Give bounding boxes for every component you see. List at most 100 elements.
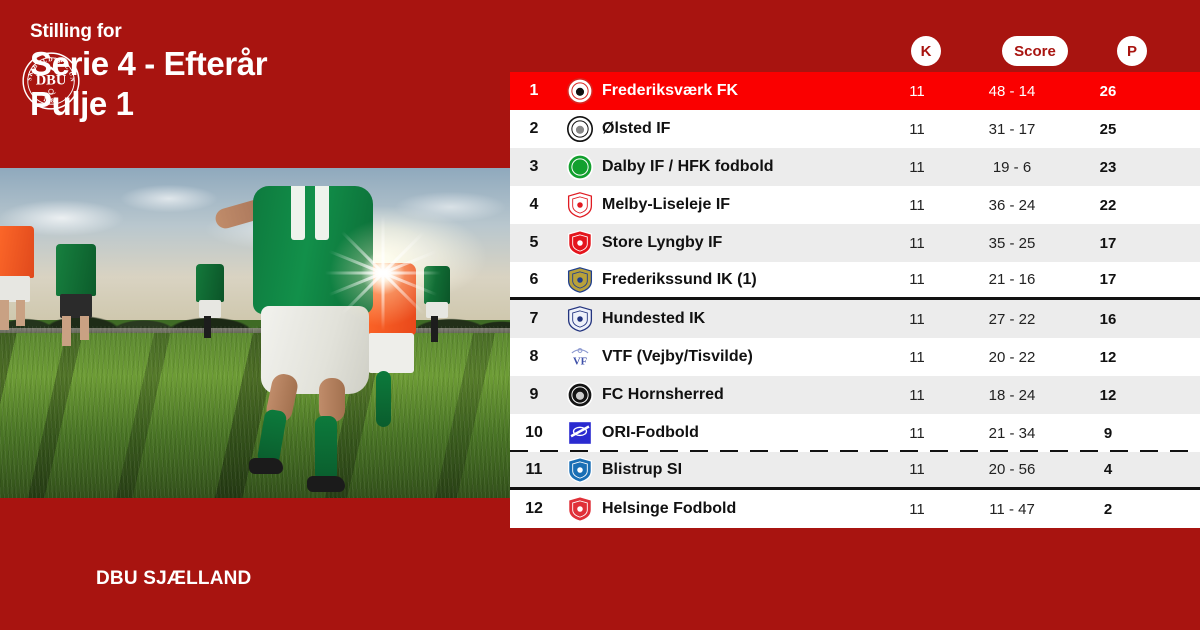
- row-goal-score: 31 - 17: [988, 120, 1036, 138]
- row-points: 4: [1103, 461, 1113, 478]
- row-crest: [558, 78, 602, 104]
- row-points: 17: [1099, 271, 1117, 288]
- table-row[interactable]: 12 Helsinge Fodbold 11 11 - 47 2: [510, 490, 1200, 528]
- photo-player-shirt: [424, 266, 450, 304]
- brand-name: DBU SJÆLLAND: [96, 568, 252, 589]
- row-team-name[interactable]: Store Lyngby IF: [602, 234, 723, 251]
- page-title-line-2: Pulje 1: [30, 85, 134, 122]
- row-goal-score: 35 - 25: [988, 234, 1036, 252]
- photo-player-leg: [204, 316, 211, 338]
- row-points: 16: [1099, 310, 1117, 328]
- row-matches-played: 11: [909, 386, 925, 404]
- row-team-name[interactable]: FC Hornsherred: [602, 386, 724, 403]
- left-panel: Stilling for Serie 4 - Efterår Pulje 1: [0, 0, 512, 630]
- page-kicker: Stilling for: [30, 21, 122, 42]
- row-goal-score: 18 - 24: [988, 386, 1036, 404]
- photo-player-sock: [376, 371, 391, 427]
- table-row[interactable]: 7 Hundested IK 11 27 - 22 16: [510, 300, 1200, 338]
- table-row[interactable]: 6 Frederikssund IK (1) 11 21 - 16 17: [510, 262, 1200, 300]
- row-rank: 2: [529, 120, 539, 137]
- row-goal-score: 36 - 24: [988, 196, 1036, 214]
- row-rank: 11: [525, 460, 543, 478]
- table-row[interactable]: 10 ORI-Fodbold 11 21 - 34 9: [510, 414, 1200, 454]
- table-row[interactable]: 11 Blistrup SI 11 20 - 56 4: [510, 452, 1200, 490]
- svg-text:1889: 1889: [42, 96, 60, 105]
- row-rank: 1: [529, 82, 539, 99]
- club-crest-icon: [567, 382, 593, 408]
- row-points: 25: [1099, 120, 1117, 138]
- photo-background-player: [196, 264, 230, 344]
- club-crest-icon: [567, 496, 593, 522]
- photo-player-leg: [431, 316, 438, 342]
- row-matches-played: 11: [909, 158, 925, 176]
- club-crest-icon: [568, 421, 592, 445]
- club-crest-icon: [567, 116, 593, 142]
- table-row[interactable]: 9 FC Hornsherred 11 18 - 24 12: [510, 376, 1200, 414]
- row-goal-score: 20 - 56: [988, 461, 1036, 478]
- row-team-name[interactable]: Blistrup SI: [602, 460, 683, 478]
- row-team-name[interactable]: ORI-Fodbold: [602, 424, 699, 441]
- row-points: 26: [1099, 82, 1117, 100]
- row-matches-played: 11: [909, 196, 925, 214]
- photo-foreground-player: [213, 178, 415, 493]
- row-goal-score: 21 - 16: [988, 271, 1036, 288]
- photo-shirt-stripe: [315, 186, 329, 240]
- club-crest-icon: [567, 154, 593, 180]
- row-matches-played: 11: [909, 271, 925, 288]
- row-rank: 8: [529, 348, 539, 365]
- row-crest: [558, 230, 602, 256]
- row-crest: [558, 496, 602, 522]
- svg-text:DBU: DBU: [36, 72, 67, 88]
- column-header-score: Score: [1002, 36, 1068, 66]
- photo-player-leg: [62, 316, 71, 346]
- photo-player-boot: [249, 458, 283, 474]
- row-crest: [558, 192, 602, 218]
- row-team-name[interactable]: Dalby IF / HFK fodbold: [602, 158, 774, 175]
- row-points: 23: [1099, 158, 1117, 176]
- table-row[interactable]: 8 VF VTF (Vejby/Tisvilde) 11 20 - 22 12: [510, 338, 1200, 376]
- table-row[interactable]: 5 Store Lyngby IF 11 35 - 25 17: [510, 224, 1200, 262]
- club-crest-icon: [567, 78, 593, 104]
- title-block: Stilling for Serie 4 - Efterår Pulje 1: [30, 20, 490, 124]
- row-matches-played: 11: [909, 234, 925, 252]
- photo-player-sock: [315, 416, 337, 482]
- table-row[interactable]: 2 Ølsted IF 11 31 - 17 25: [510, 110, 1200, 148]
- row-matches-played: 11: [909, 500, 925, 518]
- row-team-name[interactable]: Helsinge Fodbold: [602, 500, 737, 517]
- row-goal-score: 20 - 22: [988, 348, 1036, 366]
- footer-bar: [0, 498, 512, 630]
- table-row[interactable]: 1 Frederiksværk FK 11 48 - 14 26: [510, 72, 1200, 110]
- standings-table: K Score P 1 Frederiksværk FK 11 48 - 14 26 2 Ø…: [510, 0, 1200, 630]
- row-team-name[interactable]: Ølsted IF: [602, 120, 671, 137]
- row-team-name[interactable]: Frederiksværk FK: [602, 82, 739, 99]
- photo-player-shirt: [0, 226, 34, 278]
- club-crest-icon: [567, 456, 593, 483]
- row-crest: [558, 456, 602, 483]
- row-points: 22: [1099, 196, 1117, 214]
- row-crest: [558, 306, 602, 332]
- photo-background-player: [0, 226, 40, 344]
- row-crest: [558, 154, 602, 180]
- row-team-name[interactable]: Melby-Liseleje IF: [602, 196, 731, 213]
- row-team-name[interactable]: Frederikssund IK (1): [602, 270, 757, 288]
- table-row[interactable]: 4 Melby-Liseleje IF 11 36 - 24 22: [510, 186, 1200, 224]
- row-matches-played: 11: [909, 82, 925, 100]
- row-points: 2: [1103, 500, 1113, 518]
- row-points: 17: [1099, 234, 1117, 252]
- club-crest-icon: [567, 230, 593, 256]
- row-crest: [558, 266, 602, 293]
- club-crest-icon: [567, 266, 593, 293]
- svg-text:VF: VF: [573, 356, 587, 367]
- table-row[interactable]: 3 Dalby IF / HFK fodbold 11 19 - 6 23: [510, 148, 1200, 186]
- row-goal-score: 21 - 34: [988, 424, 1036, 442]
- row-rank: 5: [529, 234, 539, 251]
- club-crest-icon: [567, 192, 593, 218]
- photo-player-boot: [307, 476, 345, 492]
- photo-player-sock: [256, 408, 288, 466]
- photo-player-shirt: [196, 264, 224, 302]
- row-team-name[interactable]: VTF (Vejby/Tisvilde): [602, 348, 753, 365]
- row-rank: 7: [529, 310, 539, 327]
- row-crest: VF: [558, 344, 602, 370]
- photo-player-leg: [16, 300, 25, 326]
- row-team-name[interactable]: Hundested IK: [602, 310, 706, 327]
